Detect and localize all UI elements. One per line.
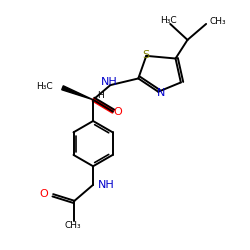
Text: NH: NH <box>101 77 117 87</box>
Text: H: H <box>97 91 104 100</box>
Text: CH₃: CH₃ <box>209 17 226 26</box>
Text: N: N <box>157 88 165 98</box>
Text: CH₃: CH₃ <box>65 221 82 230</box>
Text: S: S <box>142 50 149 59</box>
Text: H₃C: H₃C <box>160 16 177 25</box>
Text: NH: NH <box>98 180 114 190</box>
Text: O: O <box>114 107 122 117</box>
Text: H₃C: H₃C <box>36 82 53 91</box>
Polygon shape <box>62 86 93 100</box>
Text: O: O <box>40 189 48 199</box>
